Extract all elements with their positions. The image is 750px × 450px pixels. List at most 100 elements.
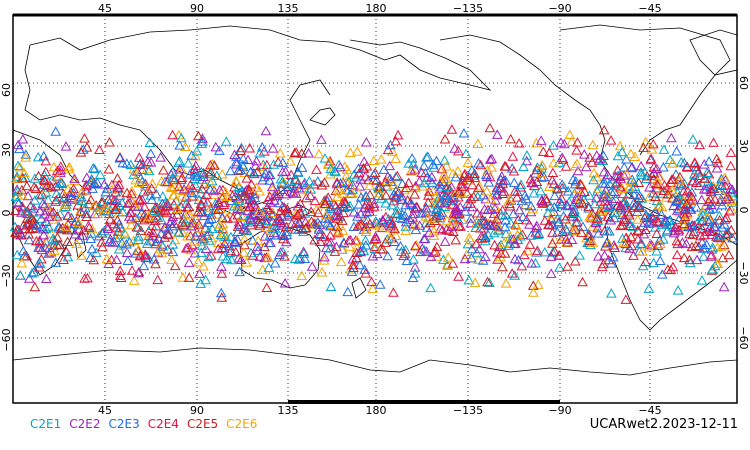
observation-triangle: [102, 194, 114, 205]
observation-triangle: [546, 214, 557, 224]
observation-triangle: [234, 219, 246, 229]
observation-triangle: [500, 278, 512, 288]
observation-triangle: [516, 260, 528, 271]
observation-triangle: [628, 197, 640, 208]
observation-triangle: [396, 194, 407, 204]
observation-triangle: [202, 217, 214, 227]
observation-triangle: [408, 218, 419, 229]
observation-triangle: [34, 258, 46, 269]
observation-triangle: [560, 213, 571, 224]
observation-triangle: [416, 167, 428, 177]
observation-triangle: [431, 241, 443, 252]
observation-triangle: [253, 206, 265, 216]
observation-triangle: [719, 172, 731, 183]
observation-triangle: [139, 201, 150, 212]
observation-triangle: [441, 181, 453, 191]
observation-triangle: [439, 155, 450, 165]
observation-triangle: [261, 282, 273, 292]
observation-triangle: [647, 138, 659, 149]
observation-triangle: [695, 230, 706, 241]
observation-triangle: [425, 251, 437, 261]
observation-triangle: [539, 246, 551, 257]
observation-triangle: [171, 203, 183, 213]
observation-triangle: [617, 219, 628, 230]
observation-triangle: [605, 288, 617, 298]
observation-triangle: [308, 218, 320, 228]
observation-triangle: [143, 211, 155, 221]
observation-triangle: [166, 220, 178, 231]
observation-triangle: [421, 152, 432, 162]
observation-triangle: [423, 190, 434, 200]
observation-triangle: [369, 234, 380, 244]
observation-triangle: [467, 179, 478, 190]
observation-triangle: [610, 171, 622, 181]
observation-triangle: [322, 236, 334, 246]
observation-triangle: [688, 168, 700, 179]
observation-triangle: [128, 275, 140, 285]
observation-triangle: [701, 239, 712, 249]
observation-triangle: [300, 192, 312, 203]
observation-triangle: [530, 222, 542, 233]
observation-triangle: [694, 139, 706, 150]
observation-triangle: [448, 226, 459, 236]
observation-triangle: [396, 190, 408, 201]
observation-triangle: [508, 177, 520, 187]
observation-triangle: [656, 269, 668, 279]
observation-triangle: [247, 235, 259, 245]
observation-triangle: [28, 181, 40, 192]
observation-triangle: [336, 244, 348, 254]
observation-triangle: [705, 251, 717, 261]
observation-triangle: [133, 195, 145, 205]
observation-triangle: [27, 218, 38, 228]
observation-triangle: [325, 163, 337, 174]
observation-triangle: [309, 195, 321, 206]
observation-triangle: [62, 251, 74, 262]
observation-triangle: [654, 255, 666, 266]
observation-triangle: [681, 238, 692, 249]
observation-triangle: [658, 185, 670, 195]
observation-triangle: [624, 182, 635, 192]
observation-triangle: [712, 232, 724, 243]
source-label: UCARwet2.2023-12-11: [589, 417, 738, 432]
observation-triangle: [11, 224, 23, 234]
lon-label: 180: [366, 404, 387, 417]
observation-triangle: [188, 236, 200, 246]
observation-triangle: [671, 249, 683, 260]
observation-triangle: [608, 212, 620, 223]
observation-triangle: [212, 237, 224, 248]
observation-triangle: [150, 238, 161, 249]
observation-triangle: [262, 211, 273, 221]
observation-triangle: [214, 219, 226, 229]
observation-triangle: [609, 180, 621, 190]
observation-triangle: [716, 199, 728, 210]
observation-triangle: [555, 137, 567, 147]
observation-triangle: [351, 247, 363, 258]
observation-triangle: [206, 213, 218, 224]
observation-triangle: [491, 213, 503, 224]
observation-triangle: [601, 237, 613, 248]
observation-triangle: [210, 141, 222, 152]
observation-triangle: [359, 202, 371, 212]
observation-triangle: [383, 213, 394, 224]
observation-triangle: [560, 223, 572, 234]
observation-triangle: [324, 230, 336, 240]
observation-triangle: [671, 146, 683, 156]
observation-triangle: [549, 246, 560, 256]
observation-triangle: [517, 211, 529, 222]
observation-triangle: [174, 164, 186, 174]
observation-triangle: [111, 182, 123, 192]
observation-triangle: [409, 262, 421, 272]
observation-triangle: [12, 229, 24, 239]
observation-triangle: [564, 129, 576, 140]
observation-triangle: [373, 182, 385, 193]
observation-triangle: [422, 212, 434, 223]
observation-triangle: [677, 219, 689, 230]
observation-triangle: [316, 266, 328, 277]
observation-triangle: [247, 250, 259, 260]
observation-triangle: [714, 210, 725, 221]
observation-triangle: [157, 240, 169, 251]
observation-triangle: [344, 241, 355, 251]
observation-triangle: [85, 194, 97, 205]
observation-triangle: [382, 250, 394, 261]
observation-triangle: [290, 208, 302, 218]
